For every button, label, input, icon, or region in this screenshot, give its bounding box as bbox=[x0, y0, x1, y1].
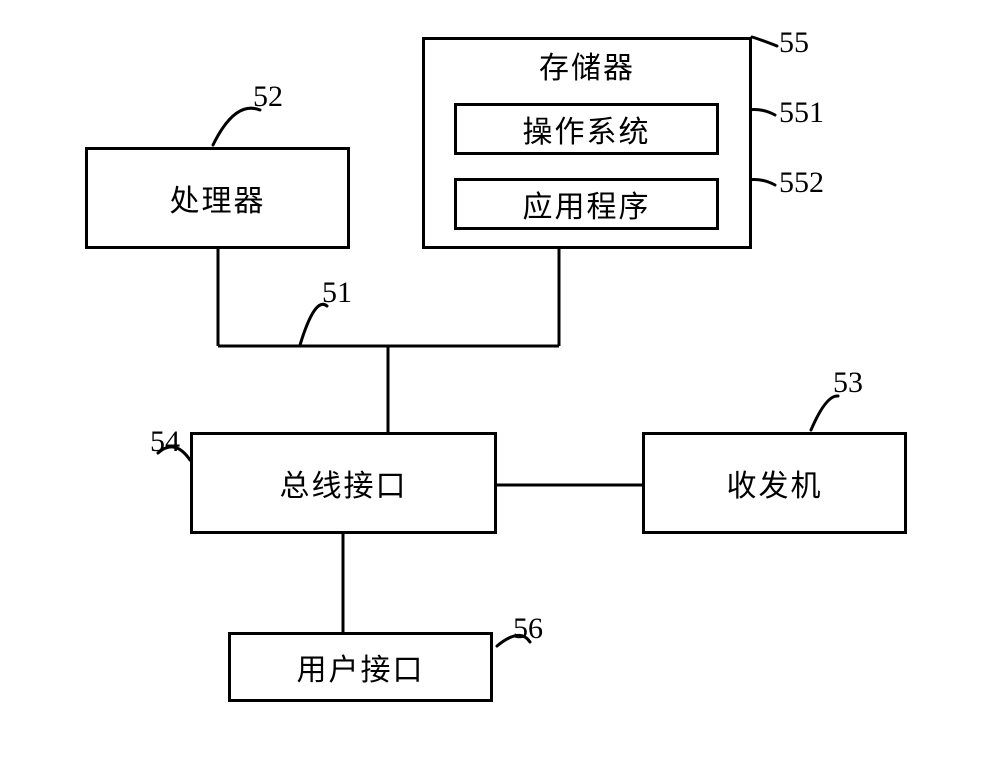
node-label-transceiver: 收发机 bbox=[727, 461, 823, 505]
ref-arc-53 bbox=[811, 396, 838, 430]
node-transceiver: 收发机 bbox=[642, 432, 907, 534]
node-label-app: 应用程序 bbox=[523, 182, 651, 226]
ref-label-51: 51 bbox=[322, 276, 352, 310]
node-label-processor: 处理器 bbox=[170, 176, 266, 220]
ref-label-54: 54 bbox=[150, 425, 180, 459]
ref-arc-55 bbox=[752, 37, 777, 46]
ref-label-56: 56 bbox=[513, 612, 543, 646]
node-app: 应用程序 bbox=[454, 178, 719, 230]
node-label-os: 操作系统 bbox=[523, 107, 651, 151]
diagram-canvas: 处理器 52 存储器 55 操作系统 551 应用程序 552 总线接口 54 收发机 53 用户接口 5… bbox=[0, 0, 1000, 770]
ref-label-55: 55 bbox=[779, 26, 809, 60]
ref-arc-51 bbox=[300, 304, 327, 345]
ref-label-53: 53 bbox=[833, 366, 863, 400]
ref-label-52: 52 bbox=[253, 80, 283, 114]
node-bus: 总线接口 bbox=[190, 432, 497, 534]
node-os: 操作系统 bbox=[454, 103, 719, 155]
node-user_if: 用户接口 bbox=[228, 632, 493, 702]
node-label-bus: 总线接口 bbox=[280, 461, 408, 505]
node-processor: 处理器 bbox=[85, 147, 350, 249]
node-label-user_if: 用户接口 bbox=[297, 645, 425, 689]
ref-label-551: 551 bbox=[779, 96, 824, 130]
ref-label-552: 552 bbox=[779, 166, 824, 200]
node-label-memory: 存储器 bbox=[539, 43, 635, 87]
